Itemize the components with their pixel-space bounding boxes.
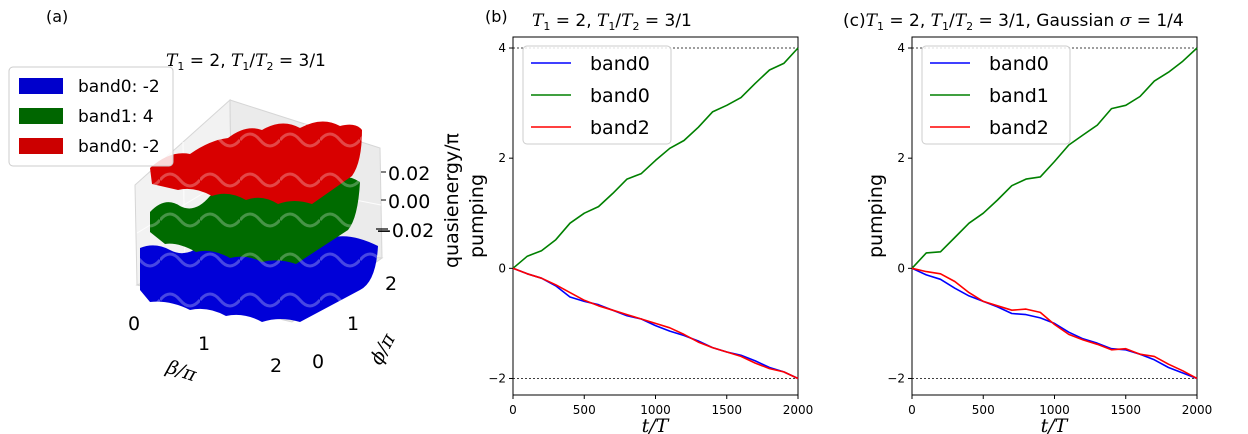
legend-c-entry-2: band2	[930, 117, 1049, 139]
y-axis-label-3d: ϕ/π	[365, 330, 400, 369]
y-tick-label-b-0: −2	[488, 371, 506, 385]
series-line-c-0	[911, 267, 1198, 380]
y-tick-label-b-2: 2	[498, 151, 506, 165]
svg-text:T1 = 2, T1/T2 = 3/1: T1 = 2, T1/T2 = 3/1	[532, 11, 692, 33]
series-line-b-2	[512, 267, 799, 380]
panel-c: (c)T1 = 2, T1/T2 = 3/1, Gaussian σ = 1/4…	[843, 11, 1212, 434]
x-axis-label-3d: β/π	[163, 356, 200, 387]
legend-c-entry-1: band1	[930, 85, 1049, 107]
y-tick-label-c-1: 0	[897, 261, 905, 275]
y-tick-labels: 0 1 2	[312, 273, 397, 373]
legend-b-entry-0: band0	[531, 53, 650, 75]
reference-lines-c	[912, 47, 1197, 379]
y-tick-label-c-2: 2	[897, 151, 905, 165]
y-tick-label-c-3: 4	[897, 41, 905, 55]
legend-b-entry-2: band2	[531, 117, 650, 139]
reference-lines-b	[513, 47, 798, 379]
z-tick-0: 0.02	[388, 163, 430, 185]
x-axis-label-c: t/T	[1041, 415, 1069, 434]
legend-b-label-0: band0	[590, 53, 650, 75]
legend-c-label-0: band0	[989, 53, 1049, 75]
y-axis-label-b: pumping	[466, 174, 488, 258]
panel-a-title: T1 = 2, T1/T2 = 3/1	[166, 51, 326, 73]
legend-b-label-2: band2	[590, 117, 650, 139]
y-tick-label-c-0: −2	[887, 371, 905, 385]
panel-b-letter: (b)	[485, 7, 508, 26]
legend-c: band0 band1 band2	[921, 45, 1071, 145]
legend-a-label-2: band0: -2	[78, 137, 160, 157]
y-ticks-c: −2 0 2 4	[887, 41, 912, 385]
panel-b-title: T1 = 2, T1/T2 = 3/1	[532, 11, 692, 33]
y-ticks-b: −2 0 2 4	[488, 41, 513, 385]
y-axis-label-c: pumping	[865, 174, 887, 258]
panel-c-letter: (c)	[843, 11, 866, 31]
series-line-c-1	[911, 47, 1198, 269]
panel-c-title: (c)T1 = 2, T1/T2 = 3/1, Gaussian σ = 1/4	[843, 11, 1184, 33]
z-tick-2: −0.02	[376, 220, 434, 242]
svg-text:(c)T1 = 2, T1/T2 = 3/1, Gaussi: (c)T1 = 2, T1/T2 = 3/1, Gaussian σ = 1/4	[843, 11, 1184, 33]
legend-b-entry-1: band0	[531, 85, 650, 107]
panel-a: (a) T1 = 2, T1/T2 = 3/1	[8, 7, 463, 387]
legend-b-label-1: band0	[590, 85, 650, 107]
surface-band2-red	[150, 121, 362, 204]
x-ticks-c: 0 500 1000 1500 2000	[908, 395, 1212, 417]
x-tick-0: 0	[128, 313, 140, 335]
legend-a-label-1: band1: 4	[78, 107, 154, 127]
legend-c-label-1: band1	[989, 85, 1049, 107]
y-tick-2: 2	[385, 273, 397, 295]
z-tick-1: 0.00	[388, 191, 430, 213]
legend-a-entry-2: band0: -2	[19, 137, 160, 157]
x-tick-label-b-4: 2000	[783, 403, 814, 417]
series-lines-c	[911, 47, 1198, 380]
x-tick-label-c-4: 2000	[1182, 403, 1213, 417]
series-line-b-0	[512, 267, 799, 380]
x-tick-label-c-1: 500	[972, 403, 995, 417]
x-ticks-b: 0 500 1000 1500 2000	[509, 395, 813, 417]
y-tick-label-b-3: 4	[498, 41, 506, 55]
legend-b: band0 band0 band2	[522, 45, 672, 145]
x-tick-2: 2	[270, 355, 282, 377]
x-tick-label-b-2: 1000	[640, 403, 671, 417]
x-tick-label-c-0: 0	[908, 403, 916, 417]
legend-a-label-0: band0: -2	[78, 77, 160, 97]
panel-a-letter: (a)	[46, 7, 68, 26]
legend-a-entry-0: band0: -2	[19, 77, 160, 97]
legend-c-label-2: band2	[989, 117, 1049, 139]
x-tick-label-b-0: 0	[509, 403, 517, 417]
svg-text:T1 = 2, T1/T2 = 3/1: T1 = 2, T1/T2 = 3/1	[166, 51, 326, 73]
x-tick-label-b-3: 1500	[711, 403, 742, 417]
series-lines-b	[512, 47, 799, 380]
x-axis-label-b: t/T	[642, 415, 670, 434]
x-tick-labels: 0 1 2	[128, 313, 282, 377]
panel-b: (b) T1 = 2, T1/T2 = 3/1 0 500 1000 1500 2000…	[466, 7, 813, 434]
surface-band0-blue	[140, 234, 378, 322]
y-tick-label-b-1: 0	[498, 261, 506, 275]
y-tick-1: 1	[347, 313, 359, 335]
y-tick-0: 0	[312, 351, 324, 373]
legend-c-entry-0: band0	[930, 53, 1049, 75]
z-tick-labels: 0.02 0.00 −0.02	[376, 163, 434, 242]
series-line-c-2	[911, 267, 1198, 380]
x-tick-label-b-1: 500	[573, 403, 596, 417]
series-line-b-1	[512, 47, 799, 269]
legend-a-entry-1: band1: 4	[19, 107, 154, 127]
x-tick-1: 1	[198, 333, 210, 355]
z-axis-label-3d: quasienergy/π	[441, 133, 463, 268]
legend-a: band0: -2 band1: 4 band0: -2	[8, 66, 174, 167]
x-tick-label-c-2: 1000	[1039, 403, 1070, 417]
x-tick-label-c-3: 1500	[1110, 403, 1141, 417]
